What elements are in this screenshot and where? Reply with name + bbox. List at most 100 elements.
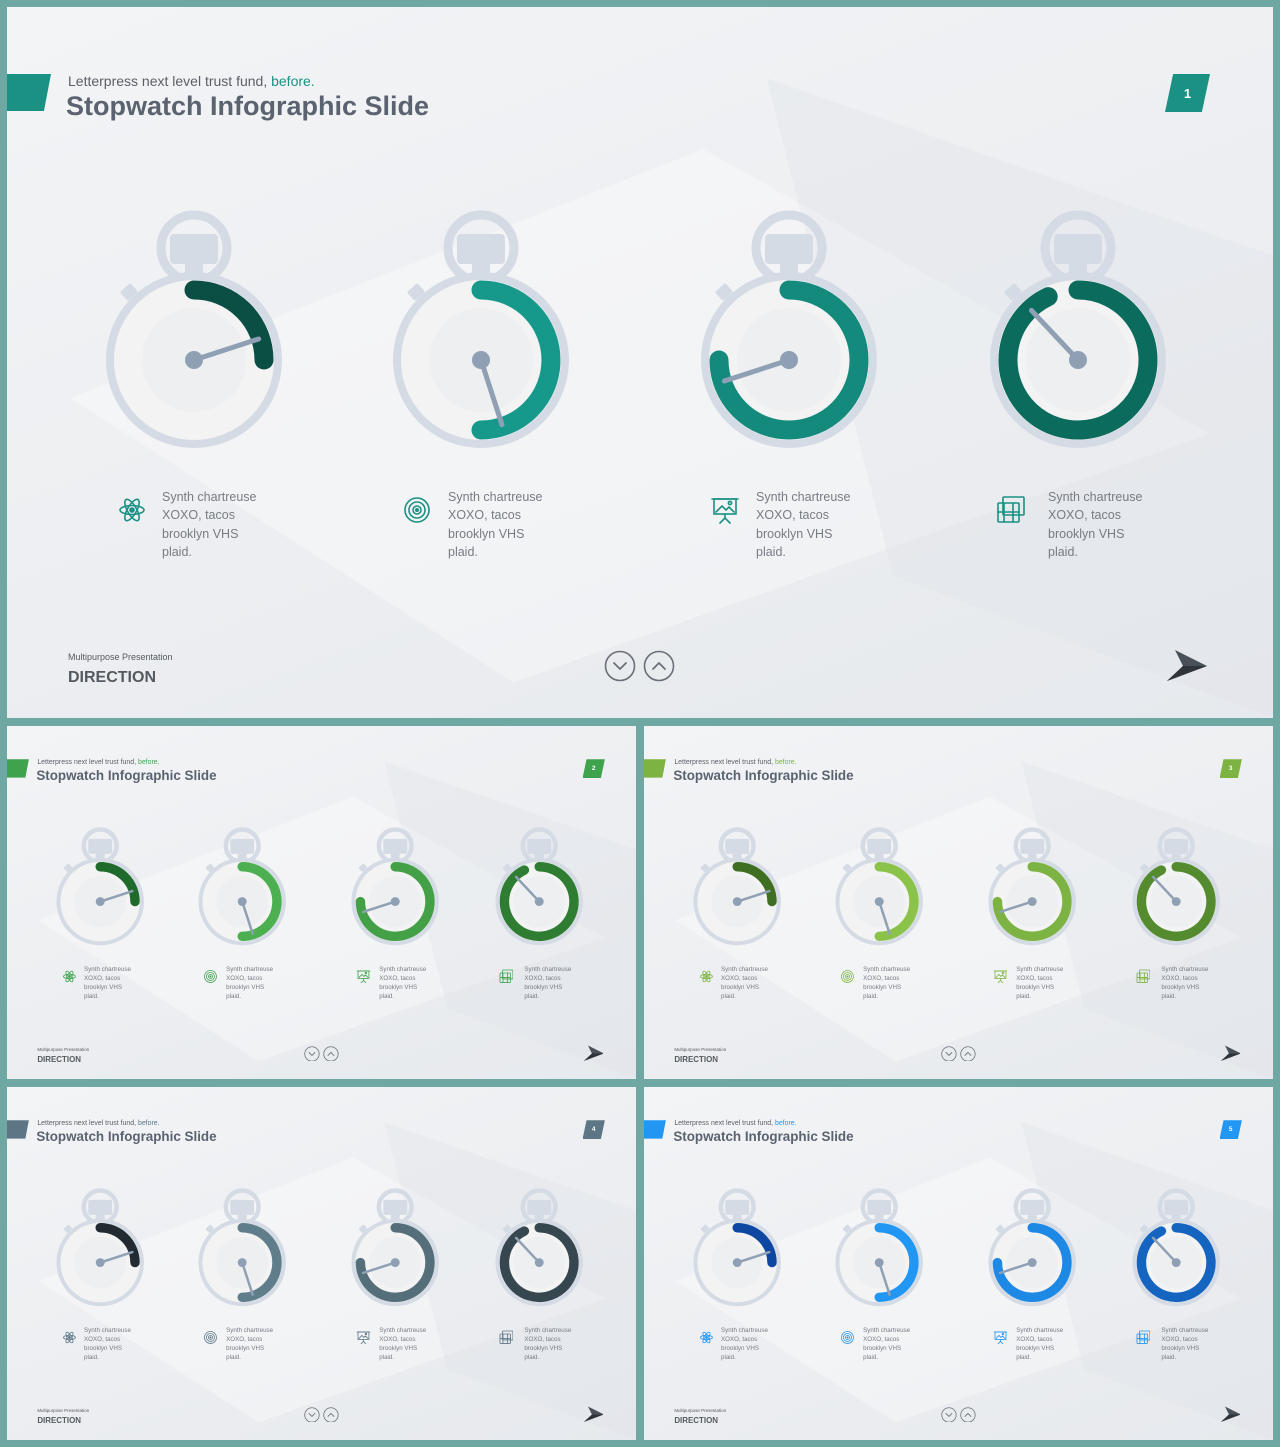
progress-arc bbox=[471, 280, 561, 440]
progress-arc bbox=[237, 861, 282, 941]
stopwatch-2 bbox=[198, 827, 287, 946]
gallery-frames-icon bbox=[1136, 969, 1150, 983]
feature-description: Synth chartreuse XOXO, tacos brooklyn VHS p… bbox=[84, 965, 131, 1001]
subtitle-text: Letterpress next level trust fund, bbox=[674, 1119, 775, 1127]
description-line: brooklyn VHS bbox=[524, 984, 563, 992]
description-line: XOXO, tacos bbox=[721, 975, 758, 983]
slide-subtitle: Letterpress next level trust fund, befor… bbox=[37, 759, 159, 766]
description-line: XOXO, tacos bbox=[84, 1336, 121, 1344]
feature-description: Synth chartreuse XOXO, tacos brooklyn VHS p… bbox=[1016, 965, 1063, 1001]
description-line: brooklyn VHS bbox=[448, 526, 525, 541]
stopwatch-hand bbox=[1028, 307, 1081, 363]
subtitle-text: Letterpress next level trust fund, bbox=[37, 1119, 138, 1127]
scroll-up-button[interactable] bbox=[960, 1045, 976, 1062]
stopwatch-2 bbox=[835, 1188, 924, 1307]
stopwatch-3 bbox=[351, 827, 440, 946]
stopwatch-1 bbox=[693, 827, 781, 946]
stopwatch-4 bbox=[1132, 1188, 1221, 1307]
description-line: Synth chartreuse bbox=[226, 966, 274, 974]
feature-description: Synth chartreuse XOXO, tacos brooklyn VHS p… bbox=[226, 965, 273, 1001]
slide-number-badge: 4 bbox=[582, 1120, 605, 1140]
progress-arc bbox=[1136, 1222, 1216, 1302]
presentation-board-icon bbox=[993, 970, 1008, 983]
scroll-down-button[interactable] bbox=[304, 1045, 320, 1062]
description-line: XOXO, tacos bbox=[1016, 975, 1053, 983]
description-line: plaid. bbox=[1016, 993, 1032, 1001]
feature-description: Synth chartreuse XOXO, tacos brooklyn VHS p… bbox=[524, 1326, 571, 1362]
scroll-up-button[interactable] bbox=[643, 650, 675, 682]
subtitle-accent: before. bbox=[774, 758, 797, 766]
chevron-up-icon bbox=[327, 1412, 335, 1417]
accent-flag bbox=[7, 1120, 29, 1139]
subtitle-text: Letterpress next level trust fund, bbox=[37, 758, 138, 766]
stopwatch-hand bbox=[362, 1261, 397, 1275]
description-line: brooklyn VHS bbox=[863, 1345, 902, 1353]
gallery-frames-icon bbox=[499, 1330, 513, 1344]
scroll-down-button[interactable] bbox=[941, 1406, 957, 1423]
subtitle-accent: before. bbox=[137, 758, 160, 766]
slide-subtitle: Letterpress next level trust fund, befor… bbox=[674, 759, 796, 766]
accent-flag bbox=[7, 759, 29, 778]
slide-1: Letterpress next level trust fund, befor… bbox=[7, 7, 1273, 718]
description-line: plaid. bbox=[1016, 1354, 1032, 1362]
footer-caption: Multipurpose Presentation bbox=[37, 1407, 90, 1413]
description-line: Synth chartreuse bbox=[721, 1327, 768, 1335]
description-line: Synth chartreuse bbox=[756, 490, 851, 504]
progress-arc bbox=[184, 280, 274, 370]
description-line: plaid. bbox=[1161, 1354, 1177, 1362]
description-line: XOXO, tacos bbox=[524, 975, 561, 983]
stopwatch-3 bbox=[701, 210, 877, 448]
stopwatch-1 bbox=[693, 1188, 781, 1307]
footer-caption: Multipurpose Presentation bbox=[674, 1407, 727, 1413]
scroll-down-button[interactable] bbox=[604, 650, 636, 682]
description-line: plaid. bbox=[524, 1354, 540, 1362]
feature-description: Synth chartreuse XOXO, tacos brooklyn VHS p… bbox=[756, 488, 851, 561]
paper-plane-icon[interactable] bbox=[583, 1044, 604, 1062]
progress-arc bbox=[499, 861, 579, 941]
stopwatch-hand bbox=[191, 336, 262, 363]
target-icon bbox=[841, 1330, 855, 1344]
description-line: XOXO, tacos bbox=[1016, 1336, 1053, 1344]
presentation-board-icon bbox=[356, 970, 371, 983]
description-line: XOXO, tacos bbox=[1161, 975, 1198, 983]
description-line: plaid. bbox=[379, 1354, 395, 1362]
chevron-up-icon bbox=[964, 1412, 972, 1417]
description-line: plaid. bbox=[721, 1354, 736, 1362]
slide-2: Letterpress next level trust fund, befor… bbox=[7, 726, 636, 1079]
description-line: plaid. bbox=[84, 993, 99, 1001]
description-line: brooklyn VHS bbox=[1048, 526, 1125, 541]
description-line: XOXO, tacos bbox=[448, 508, 521, 523]
presentation-board-icon bbox=[356, 1331, 371, 1344]
scroll-up-button[interactable] bbox=[323, 1406, 339, 1423]
stopwatch-4 bbox=[495, 1188, 584, 1307]
scroll-up-button[interactable] bbox=[323, 1045, 339, 1062]
paper-plane-icon[interactable] bbox=[1220, 1044, 1241, 1062]
target-icon bbox=[204, 969, 218, 983]
stopwatch-1 bbox=[56, 827, 144, 946]
scroll-up-button[interactable] bbox=[960, 1406, 976, 1423]
description-line: brooklyn VHS bbox=[226, 984, 265, 992]
slide-subtitle: Letterpress next level trust fund, befor… bbox=[674, 1120, 796, 1127]
stopwatch-hand bbox=[514, 875, 541, 903]
description-line: Synth chartreuse bbox=[379, 966, 427, 974]
description-line: brooklyn VHS bbox=[524, 1345, 563, 1353]
stopwatch-hand bbox=[1151, 875, 1178, 903]
stopwatch-1 bbox=[56, 1188, 144, 1307]
scroll-down-button[interactable] bbox=[941, 1045, 957, 1062]
gallery-frames-icon bbox=[997, 496, 1025, 523]
description-line: plaid. bbox=[863, 993, 879, 1001]
paper-plane-icon[interactable] bbox=[1167, 647, 1207, 683]
subtitle-accent: before. bbox=[137, 1119, 160, 1127]
description-line: plaid. bbox=[84, 1354, 99, 1362]
stopwatch-3 bbox=[351, 1188, 440, 1307]
chevron-down-icon bbox=[945, 1412, 953, 1417]
paper-plane-icon[interactable] bbox=[583, 1405, 604, 1423]
description-line: XOXO, tacos bbox=[379, 975, 416, 983]
presentation-board-icon bbox=[711, 498, 739, 524]
description-line: Synth chartreuse bbox=[448, 490, 543, 504]
description-line: XOXO, tacos bbox=[863, 1336, 900, 1344]
paper-plane-icon[interactable] bbox=[1220, 1405, 1241, 1423]
stopwatch-1 bbox=[106, 210, 282, 448]
scroll-down-button[interactable] bbox=[304, 1406, 320, 1423]
footer-caption: Multipurpose Presentation bbox=[37, 1046, 90, 1052]
